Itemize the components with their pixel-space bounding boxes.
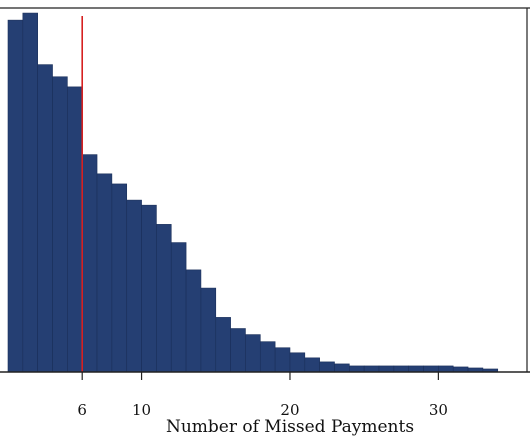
- histogram-bar: [245, 334, 261, 373]
- x-tick-label: 20: [280, 401, 299, 419]
- histogram-bars: [7, 12, 499, 373]
- histogram-bar: [319, 361, 335, 373]
- histogram-bar: [423, 365, 439, 373]
- x-tick-label: 30: [429, 401, 448, 419]
- x-tick-label: 6: [77, 401, 87, 419]
- histogram-bar: [37, 64, 53, 373]
- x-axis-title: Number of Missed Payments: [166, 417, 414, 437]
- histogram-bar: [126, 199, 142, 373]
- histogram-bar: [67, 86, 83, 373]
- x-tick-label: 10: [132, 401, 151, 419]
- histogram-bar: [111, 183, 128, 373]
- histogram-bar: [393, 365, 409, 373]
- histogram-bar: [259, 341, 276, 373]
- histogram-bar: [230, 328, 246, 373]
- x-axis-ticks: 6 10 20 30: [77, 372, 448, 419]
- histogram-bar: [96, 173, 113, 373]
- histogram-bar: [200, 287, 217, 373]
- histogram-bar: [452, 366, 469, 373]
- histogram-bar: [289, 352, 306, 373]
- histogram-bar: [81, 154, 98, 373]
- histogram-bar: [408, 365, 424, 373]
- histogram-bar: [274, 347, 291, 373]
- histogram-bar: [304, 357, 320, 373]
- histogram-bar: [349, 365, 365, 373]
- histogram-bar: [7, 19, 24, 373]
- histogram-bar: [141, 204, 157, 373]
- histogram-bar: [334, 363, 350, 373]
- histogram-bar: [170, 242, 187, 373]
- histogram-bar: [215, 317, 231, 373]
- histogram-bar: [22, 12, 38, 373]
- histogram-bar: [156, 224, 172, 373]
- histogram-bar: [378, 365, 395, 373]
- histogram-bar: [438, 365, 454, 373]
- histogram-bar: [185, 269, 202, 373]
- histogram-bar: [363, 365, 380, 373]
- histogram-bar: [52, 76, 68, 373]
